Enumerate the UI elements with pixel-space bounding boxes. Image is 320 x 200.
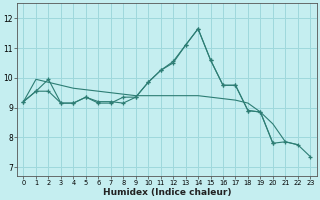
X-axis label: Humidex (Indice chaleur): Humidex (Indice chaleur) bbox=[103, 188, 231, 197]
